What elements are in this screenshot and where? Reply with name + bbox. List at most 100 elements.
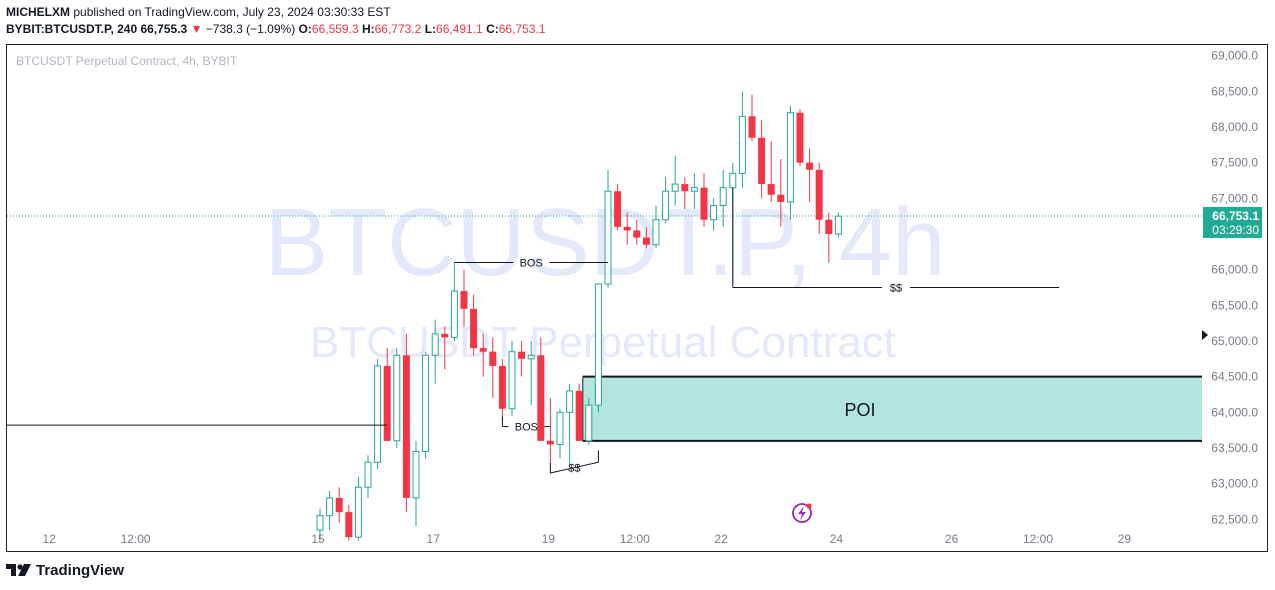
open-value: 66,559.3 xyxy=(311,22,359,36)
candle-body-down xyxy=(614,191,622,227)
poi-label: POI xyxy=(844,400,875,420)
liquidity-label: $$ xyxy=(890,283,902,295)
candle-body-down xyxy=(441,333,449,338)
last-price-text: 66,755.3 xyxy=(140,22,188,36)
candle-body-down xyxy=(767,184,775,195)
close-label: C: xyxy=(486,22,499,36)
candle-body-down xyxy=(825,219,833,235)
candle-body-up xyxy=(326,497,334,517)
x-axis-tick-label: 15 xyxy=(311,532,325,546)
candle-body-up xyxy=(585,404,593,442)
x-axis-tick-label: 12:00 xyxy=(1023,532,1053,546)
y-axis-tick-label: 67,500.0 xyxy=(1211,156,1258,170)
candle-body-up xyxy=(422,354,430,453)
publish-info: MICHELXM published on TradingView.com, J… xyxy=(6,5,391,19)
candle-body-down xyxy=(479,348,487,352)
x-axis-tick-label: 22 xyxy=(715,532,729,546)
last-price-box xyxy=(1203,206,1262,238)
candle-body-down xyxy=(758,137,766,185)
close-value: 66,753.1 xyxy=(498,22,546,36)
candle-body-down xyxy=(335,497,343,513)
candle-body-up xyxy=(527,354,535,360)
published-text: published on TradingView.com, July 23, 2… xyxy=(73,5,391,19)
candle-body-down xyxy=(537,355,545,441)
y-axis-tick-label: 64,500.0 xyxy=(1211,370,1258,384)
countdown-label: 03:29:30 xyxy=(1212,223,1259,237)
candle-body-up xyxy=(566,390,574,413)
candle-body-down xyxy=(806,162,814,170)
liquidity-label: $$ xyxy=(568,463,580,475)
chart-title: BTCUSDT Perpetual Contract, 4h, BYBIT xyxy=(16,54,238,68)
lightning-bolt-icon xyxy=(798,506,806,520)
candle-body-down xyxy=(796,112,804,163)
tradingview-logo-icon xyxy=(6,563,31,576)
y-axis-tick-label: 63,500.0 xyxy=(1211,441,1258,455)
candle-body-down xyxy=(470,308,478,349)
x-axis-tick-label: 17 xyxy=(427,532,441,546)
x-axis-tick-label: 12:00 xyxy=(121,532,151,546)
last-price-label: 66,753.1 xyxy=(1212,209,1259,223)
x-axis-tick-label: 12:00 xyxy=(620,532,650,546)
y-axis-tick-label: 69,000.0 xyxy=(1211,49,1258,63)
bos-label: BOS xyxy=(520,258,543,270)
x-axis-tick-label: 12 xyxy=(43,532,57,546)
low-value: 66,491.1 xyxy=(436,22,483,36)
candle-body-down xyxy=(748,116,756,138)
x-axis-tick-label: 19 xyxy=(542,532,556,546)
high-label: H: xyxy=(361,22,375,36)
candle-body-down xyxy=(633,230,641,238)
y-axis-tick-label: 63,000.0 xyxy=(1211,477,1258,491)
candle-body-up xyxy=(393,354,401,442)
candle-body-down xyxy=(642,237,650,245)
candle-body-up xyxy=(690,187,698,192)
y-axis-tick-label: 64,000.0 xyxy=(1211,405,1258,419)
bos-label: BOS xyxy=(515,422,538,434)
candle-body-down xyxy=(345,512,353,538)
footer-branding: TradingView xyxy=(6,562,124,579)
x-axis-tick-label: 26 xyxy=(945,532,959,546)
candle-body-up xyxy=(354,486,362,538)
candle-body-down xyxy=(681,184,689,192)
price-change: −738.3 (−1.09%) xyxy=(205,22,296,36)
symbol-label: BYBIT:BTCUSDT.P, 240 xyxy=(6,22,138,36)
liquidity-sweep-line xyxy=(549,450,599,474)
candle-body-up xyxy=(412,451,420,499)
scroll-arrow-icon xyxy=(1202,330,1208,340)
candle-body-up xyxy=(710,204,718,221)
y-axis-tick-label: 62,500.0 xyxy=(1211,512,1258,526)
candle-body-up xyxy=(834,215,842,235)
candle-body-down xyxy=(777,194,785,202)
x-axis-tick-label: 24 xyxy=(830,532,844,546)
candle-body-down xyxy=(383,365,391,441)
candle-body-down xyxy=(815,169,823,220)
author-name: MICHELXM xyxy=(6,5,70,19)
y-axis-tick-label: 65,500.0 xyxy=(1211,298,1258,312)
candle-body-up xyxy=(604,190,612,285)
high-value: 66,773.2 xyxy=(374,22,422,36)
candle-body-down xyxy=(575,390,583,441)
notification-dot-icon xyxy=(806,503,812,509)
candle-body-down xyxy=(623,226,631,231)
down-arrow-icon: ▼ xyxy=(190,22,203,36)
candle-body-down xyxy=(489,351,497,366)
lightning-icon xyxy=(792,503,812,523)
brand-name: TradingView xyxy=(36,562,125,579)
candle-body-up xyxy=(671,183,679,192)
candle-body-up xyxy=(738,115,746,174)
candle-body-up xyxy=(594,283,602,406)
y-axis-tick-label: 68,500.0 xyxy=(1211,84,1258,98)
y-axis-tick-label: 65,000.0 xyxy=(1211,334,1258,348)
candle-body-up xyxy=(431,333,439,356)
x-axis-tick-label: 29 xyxy=(1118,532,1132,546)
candle-body-down xyxy=(402,355,410,498)
candle-body-up xyxy=(508,351,516,410)
candle-body-up xyxy=(652,219,660,246)
candle-body-up xyxy=(719,187,727,206)
open-label: O: xyxy=(298,22,312,36)
y-axis-tick-label: 66,000.0 xyxy=(1211,263,1258,277)
ohlc-header: BYBIT:BTCUSDT.P, 240 66,755.3 ▼ −738.3 (… xyxy=(6,22,545,36)
candle-body-up xyxy=(556,411,564,445)
candle-body-down xyxy=(546,440,554,445)
candle-body-down xyxy=(460,291,468,309)
